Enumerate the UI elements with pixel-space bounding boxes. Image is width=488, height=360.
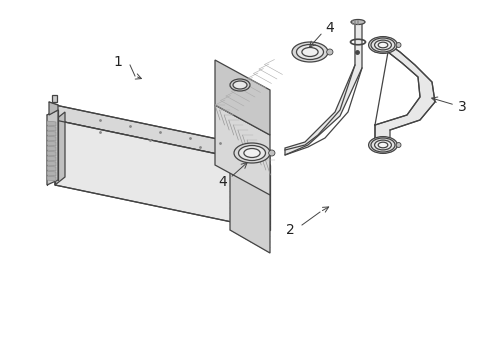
Polygon shape [47, 176, 56, 181]
Polygon shape [47, 121, 56, 126]
Ellipse shape [370, 38, 394, 52]
Polygon shape [374, 45, 434, 145]
Ellipse shape [268, 150, 274, 156]
Polygon shape [47, 161, 56, 166]
Ellipse shape [244, 149, 260, 158]
Polygon shape [47, 110, 58, 185]
Ellipse shape [368, 37, 397, 53]
Polygon shape [47, 156, 56, 161]
Ellipse shape [232, 81, 246, 89]
Ellipse shape [350, 19, 364, 24]
Polygon shape [47, 141, 56, 146]
Text: 4: 4 [325, 21, 334, 35]
Polygon shape [47, 136, 56, 141]
Polygon shape [229, 142, 269, 253]
Ellipse shape [377, 42, 387, 48]
Ellipse shape [395, 42, 400, 48]
Ellipse shape [370, 138, 394, 152]
Ellipse shape [291, 42, 327, 62]
Polygon shape [47, 146, 56, 151]
Polygon shape [285, 22, 361, 155]
Ellipse shape [377, 142, 387, 148]
Polygon shape [215, 105, 269, 195]
Polygon shape [52, 95, 57, 102]
Polygon shape [47, 166, 56, 171]
Ellipse shape [234, 143, 269, 163]
Ellipse shape [395, 143, 400, 148]
Ellipse shape [238, 145, 265, 161]
Polygon shape [47, 151, 56, 156]
Polygon shape [47, 126, 56, 131]
Ellipse shape [326, 49, 332, 55]
Text: 3: 3 [457, 100, 466, 114]
Ellipse shape [374, 40, 390, 50]
Text: 4: 4 [218, 175, 227, 189]
Polygon shape [55, 112, 65, 185]
Text: 2: 2 [285, 223, 294, 237]
Polygon shape [47, 171, 56, 176]
Polygon shape [215, 60, 269, 135]
Ellipse shape [301, 48, 318, 57]
Ellipse shape [296, 45, 323, 59]
Polygon shape [47, 131, 56, 136]
Text: 1: 1 [113, 55, 122, 69]
Polygon shape [55, 120, 269, 230]
Ellipse shape [368, 136, 397, 153]
Ellipse shape [229, 79, 249, 91]
Polygon shape [49, 102, 58, 115]
Ellipse shape [374, 140, 390, 150]
Polygon shape [55, 105, 269, 165]
